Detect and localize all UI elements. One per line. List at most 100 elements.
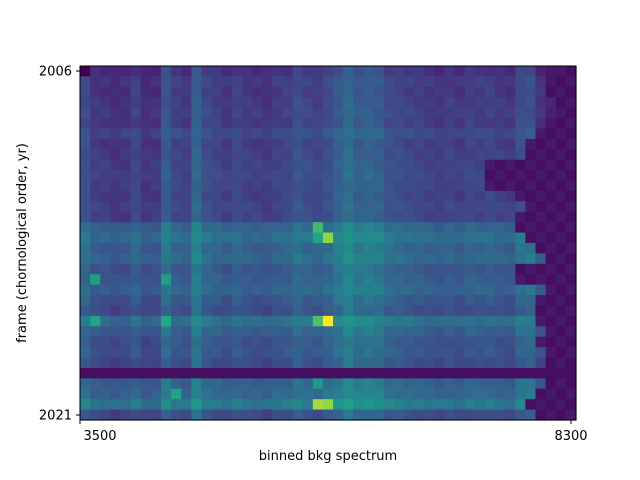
- heatmap-cell: [454, 222, 466, 234]
- heatmap-cell: [231, 86, 243, 98]
- heatmap-cell: [211, 388, 223, 400]
- heatmap-cell: [515, 97, 526, 109]
- heatmap-cell: [292, 336, 304, 348]
- heatmap-cell: [322, 263, 334, 275]
- heatmap-cell: [373, 201, 385, 213]
- heatmap-cell: [282, 284, 294, 296]
- heatmap-cell: [292, 138, 304, 150]
- heatmap-cell: [110, 399, 122, 411]
- heatmap-cell: [241, 399, 253, 411]
- heatmap-cell: [171, 347, 182, 359]
- heatmap-cell: [110, 159, 122, 171]
- heatmap-cell: [495, 295, 506, 307]
- heatmap-cell: [383, 128, 395, 140]
- heatmap-cell: [272, 367, 284, 379]
- heatmap-cell: [565, 118, 577, 130]
- heatmap-cell: [110, 86, 122, 98]
- heatmap-cell: [545, 76, 557, 88]
- heatmap-cell: [555, 378, 567, 390]
- heatmap-cell: [292, 201, 304, 213]
- heatmap-cell: [252, 180, 263, 192]
- heatmap-cell: [120, 315, 132, 327]
- heatmap-cell: [474, 118, 486, 130]
- heatmap-cell: [333, 305, 344, 317]
- heatmap-cell: [464, 128, 476, 140]
- heatmap-cell: [383, 305, 395, 317]
- heatmap-cell: [535, 232, 547, 244]
- heatmap-cell: [292, 97, 304, 109]
- heatmap-cell: [555, 190, 567, 202]
- heatmap-cell: [424, 274, 435, 286]
- heatmap-cell: [454, 336, 466, 348]
- heatmap-cell: [403, 336, 415, 348]
- heatmap-cell: [221, 76, 233, 88]
- heatmap-cell: [262, 97, 273, 109]
- heatmap-cell: [171, 378, 182, 390]
- heatmap-cell: [292, 409, 304, 421]
- heatmap-cell: [110, 367, 122, 379]
- heatmap-cell: [241, 211, 253, 223]
- heatmap-cell: [353, 180, 365, 192]
- heatmap-cell: [414, 315, 425, 327]
- heatmap-cell: [130, 336, 142, 348]
- heatmap-cell: [403, 180, 415, 192]
- heatmap-cell: [100, 253, 111, 265]
- heatmap-cell: [302, 347, 314, 359]
- heatmap-cell: [181, 326, 192, 338]
- heatmap-cell: [555, 295, 567, 307]
- heatmap-cell: [393, 284, 405, 296]
- heatmap-cell: [80, 222, 91, 234]
- heatmap-cell: [130, 409, 142, 421]
- heatmap-cell: [171, 274, 182, 286]
- heatmap-cell: [353, 367, 365, 379]
- heatmap-cell: [262, 138, 273, 150]
- heatmap-cell: [484, 149, 496, 161]
- heatmap-cell: [160, 315, 172, 327]
- heatmap-cell: [160, 128, 172, 140]
- heatmap-cell: [434, 232, 446, 244]
- heatmap-cell: [545, 190, 557, 202]
- heatmap-cell: [322, 232, 334, 244]
- heatmap-cell: [555, 211, 567, 223]
- heatmap-cell: [353, 305, 365, 317]
- heatmap-cell: [373, 76, 385, 88]
- heatmap-cell: [403, 76, 415, 88]
- heatmap-cell: [444, 190, 456, 202]
- heatmap-cell: [231, 222, 243, 234]
- heatmap-cell: [171, 118, 182, 130]
- heatmap-cell: [495, 305, 506, 317]
- heatmap-cell: [282, 180, 294, 192]
- heatmap-cell: [333, 107, 344, 119]
- heatmap-cell: [80, 326, 91, 338]
- heatmap-cell: [505, 107, 516, 119]
- heatmap-cell: [302, 253, 314, 265]
- heatmap-cell: [343, 295, 354, 307]
- heatmap-cell: [322, 138, 334, 150]
- heatmap-cell: [545, 118, 557, 130]
- heatmap-cell: [464, 76, 476, 88]
- heatmap-cell: [424, 190, 435, 202]
- heatmap-cell: [505, 170, 516, 182]
- heatmap-cell: [90, 66, 101, 78]
- heatmap-cell: [252, 76, 263, 88]
- heatmap-cell: [171, 159, 182, 171]
- heatmap-cell: [363, 243, 375, 255]
- heatmap-cell: [80, 76, 91, 88]
- heatmap-cell: [474, 86, 486, 98]
- heatmap-cell: [292, 399, 304, 411]
- heatmap-cell: [555, 253, 567, 265]
- heatmap-cell: [474, 190, 486, 202]
- heatmap-cell: [241, 66, 253, 78]
- heatmap-cell: [231, 274, 243, 286]
- heatmap-cell: [211, 66, 223, 78]
- heatmap-cell: [150, 149, 162, 161]
- heatmap-cell: [515, 399, 526, 411]
- heatmap-cell: [282, 315, 294, 327]
- heatmap-cell: [505, 336, 516, 348]
- heatmap-cell: [201, 149, 213, 161]
- heatmap-cell: [302, 97, 314, 109]
- heatmap-cell: [484, 97, 496, 109]
- heatmap-cell: [80, 388, 91, 400]
- heatmap-cell: [252, 399, 263, 411]
